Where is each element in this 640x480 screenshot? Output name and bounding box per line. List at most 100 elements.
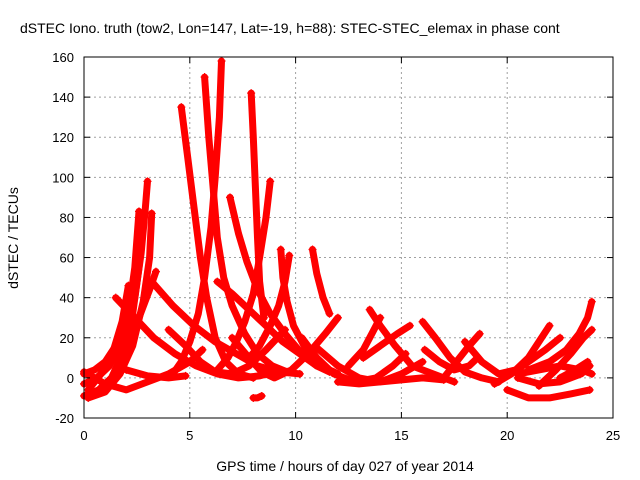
series-16-track — [247, 89, 268, 322]
series-10-marker — [164, 325, 173, 334]
series-27-marker — [405, 321, 414, 330]
x-tick-label: 20 — [500, 428, 514, 443]
series-24-marker — [418, 357, 427, 366]
series-7-marker — [111, 293, 120, 302]
y-tick-label: 140 — [52, 90, 74, 105]
y-tick-label: 120 — [52, 130, 74, 145]
series-25-marker — [344, 361, 353, 370]
series-32-marker — [460, 337, 469, 346]
series-26-marker — [365, 305, 374, 314]
series-15-marker — [226, 193, 235, 202]
series-27-track — [359, 322, 414, 362]
series-17-marker — [257, 391, 266, 400]
series-21-track — [245, 252, 293, 362]
series-14-marker — [213, 277, 222, 286]
series-11-marker — [249, 373, 258, 382]
y-axis-label: dSTEC / TECUs — [5, 187, 21, 289]
series-16-marker — [259, 313, 268, 322]
series-15-track — [226, 193, 333, 376]
series-4-marker — [90, 389, 99, 398]
series-4-track — [91, 268, 160, 398]
series-17-marker — [249, 393, 258, 402]
series-8-marker — [181, 371, 190, 380]
series-3-marker — [84, 393, 93, 402]
series-16-marker — [247, 89, 256, 98]
series-37-marker — [513, 369, 522, 378]
series-22-marker — [297, 333, 306, 342]
series-36-track — [524, 298, 596, 374]
series-3-track — [84, 209, 156, 402]
x-tick-label: 25 — [606, 428, 620, 443]
series-31-marker — [439, 373, 448, 382]
series-24-marker — [312, 343, 321, 352]
series-38-marker — [534, 381, 543, 390]
series-38-track — [535, 326, 596, 390]
series-31-track — [440, 330, 484, 382]
series-32-marker — [545, 321, 554, 330]
series-30-marker — [420, 345, 429, 354]
x-tick-label: 10 — [288, 428, 302, 443]
series-26-marker — [450, 377, 459, 386]
series-19-track — [213, 177, 274, 374]
series-1-marker — [135, 207, 144, 216]
x-axis-label: GPS time / hours of day 027 of year 2014 — [216, 458, 474, 474]
y-tick-label: 0 — [67, 371, 74, 386]
series-26-track — [366, 306, 458, 386]
series-34-track — [503, 386, 594, 402]
series-4-marker — [151, 267, 160, 276]
series-23-track — [309, 246, 333, 318]
series-13-marker — [217, 57, 226, 66]
series-13-track — [169, 57, 225, 378]
series-31-marker — [475, 329, 484, 338]
series-23-marker — [308, 245, 317, 254]
series-19-marker — [266, 177, 275, 186]
series-33-track — [491, 334, 564, 388]
data-series — [80, 57, 596, 402]
y-tick-label: 60 — [60, 251, 74, 266]
series-28-track — [334, 374, 448, 388]
series-11-track — [177, 103, 257, 382]
chart-title: dSTEC Iono. truth (tow2, Lon=147, Lat=-1… — [20, 20, 560, 36]
y-tick-label: 20 — [60, 331, 74, 346]
y-tick-label: 160 — [52, 50, 74, 65]
y-tick-label: -20 — [55, 411, 74, 426]
series-27-marker — [359, 353, 368, 362]
series-36-marker — [587, 297, 596, 306]
series-33-marker — [490, 379, 499, 388]
series-9-track — [148, 278, 304, 378]
x-tick-label: 0 — [80, 428, 87, 443]
plot-frame — [83, 56, 614, 419]
series-5-marker — [124, 281, 133, 290]
series-6-marker — [198, 345, 207, 354]
series-2-marker — [139, 217, 148, 226]
series-12-marker — [200, 73, 209, 82]
series-3-marker — [147, 209, 156, 218]
x-tick-label: 5 — [186, 428, 193, 443]
series-33-marker — [556, 333, 565, 342]
axis-ticks: 0 5 10 15 20 25 -20 0 20 40 60 80 100 120 140 160 — [52, 50, 620, 443]
series-38-marker — [587, 325, 596, 334]
series-39-marker — [556, 373, 565, 382]
series-5-marker — [84, 385, 93, 394]
y-tick-label: 80 — [60, 210, 74, 225]
series-34-marker — [503, 385, 512, 394]
series-13-marker — [168, 369, 177, 378]
series-20-marker — [276, 245, 285, 254]
series-34-marker — [585, 385, 594, 394]
series-19-marker — [213, 365, 222, 374]
series-39-marker — [583, 357, 592, 366]
series-9-marker — [147, 277, 156, 286]
series-25-track — [345, 314, 384, 370]
y-tick-label: 100 — [52, 170, 74, 185]
series-21-marker — [285, 251, 294, 260]
series-8-marker — [122, 365, 131, 374]
series-37-marker — [587, 369, 596, 378]
y-tick-label: 40 — [60, 291, 74, 306]
series-11-marker — [177, 103, 186, 112]
series-39-track — [556, 358, 592, 382]
series-9-marker — [295, 369, 304, 378]
series-18-marker — [333, 313, 342, 322]
series-8-track — [122, 366, 190, 382]
series-28-marker — [333, 377, 342, 386]
